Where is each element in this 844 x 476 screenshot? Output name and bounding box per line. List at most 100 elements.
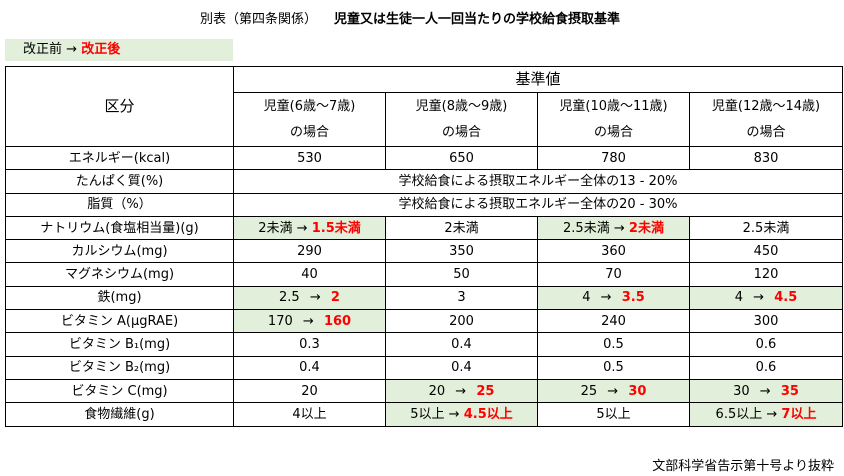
change-arrow: →	[600, 290, 612, 306]
cell-vitamin-c-3: 25 → 30	[537, 378, 690, 404]
cell-fat: 学校給食による摂取エネルギー全体の20 - 30%	[232, 192, 844, 217]
cell-calcium-4: 450	[688, 239, 844, 264]
cell-fiber-1: 4以上	[233, 402, 386, 427]
cell-energy-4: 830	[688, 145, 844, 171]
change-arrow: →	[455, 383, 467, 399]
old-value: 30	[733, 383, 750, 399]
table-row-fiber: 食物繊維(g) 4以上 5以上 → 4.5以上 5以上 6.5以上 → 7以上	[5, 402, 844, 427]
old-value: 5以上	[410, 406, 445, 422]
new-value: 7以上	[781, 406, 817, 422]
old-value: 20	[428, 383, 446, 399]
cell-vitamin-c-2: 20 → 25	[385, 378, 538, 404]
cell-magnesium-3: 70	[537, 262, 690, 287]
old-value: 2未満	[258, 220, 293, 236]
old-value: 4	[582, 290, 591, 306]
old-value: 2.5	[279, 290, 300, 306]
row-label-vitamin-a: ビタミン A(μgRAE)	[5, 309, 234, 334]
column-header-2-line2: の場合	[385, 119, 538, 147]
column-header-1-line2: の場合	[233, 119, 386, 147]
standards-table: 区分 基準値 児童(6歳〜7歳) 児童(8歳〜9歳) 児童(10歳〜11歳) 児…	[5, 66, 844, 427]
row-label-vitamin-c: ビタミン C(mg)	[5, 378, 234, 404]
table-row-sodium: ナトリウム(食塩相当量)(g) 2未満 → 1.5未満 2未満 2.5未満 → …	[5, 215, 844, 241]
cell-calcium-3: 360	[537, 239, 690, 264]
change-arrow: →	[302, 313, 314, 329]
row-label-magnesium: マグネシウム(mg)	[5, 262, 234, 287]
cell-energy-1: 530	[233, 145, 386, 171]
new-value: 2未満	[628, 220, 664, 236]
cell-magnesium-2: 50	[385, 262, 538, 287]
cell-vitamin-c-4: 30 → 35	[688, 378, 844, 404]
change-arrow: →	[766, 406, 778, 422]
new-value: 30	[628, 383, 647, 399]
cell-vitamin-b2-3: 0.5	[537, 355, 690, 380]
table-row-vitamin-b1: ビタミン B₁(mg) 0.3 0.4 0.5 0.6	[5, 332, 844, 357]
cell-sodium-3: 2.5未満 → 2未満	[537, 215, 690, 241]
cell-vitamin-a-1: 170 → 160	[233, 309, 386, 334]
cell-vitamin-a-4: 300	[688, 309, 844, 334]
cell-energy-3: 780	[537, 145, 690, 171]
new-value: 160	[323, 313, 352, 329]
change-arrow: →	[753, 290, 765, 306]
table-row-vitamin-c: ビタミン C(mg) 20 20 → 25 25 → 30 30 → 35	[5, 378, 844, 404]
old-value: 2.5未満	[563, 220, 610, 236]
legend-after: 改正後	[81, 42, 121, 57]
new-value: 35	[780, 383, 799, 399]
change-arrow: →	[759, 383, 771, 399]
cell-protein: 学校給食による摂取エネルギー全体の13 - 20%	[232, 169, 844, 194]
cell-vitamin-b2-2: 0.4	[385, 355, 538, 380]
cell-vitamin-b1-2: 0.4	[385, 332, 538, 357]
old-value: 170	[267, 313, 293, 329]
legend-arrow: →	[66, 42, 78, 57]
new-value: 4.5	[774, 290, 798, 306]
cell-vitamin-b2-4: 0.6	[688, 355, 844, 380]
cell-calcium-2: 350	[385, 239, 538, 264]
cell-iron-3: 4 → 3.5	[537, 285, 690, 311]
old-value: 25	[580, 383, 598, 399]
cell-vitamin-b1-4: 0.6	[688, 332, 844, 357]
change-arrow: →	[613, 220, 625, 236]
cell-vitamin-a-2: 200	[385, 309, 538, 334]
column-header-4-line2: の場合	[688, 119, 844, 147]
table-row-magnesium: マグネシウム(mg) 40 50 70 120	[5, 262, 844, 287]
cell-calcium-1: 290	[233, 239, 386, 264]
source-note: 文部科学省告示第十号より抜粋	[652, 459, 834, 474]
table-row-vitamin-a: ビタミン A(μgRAE) 170 → 160 200 240 300	[5, 309, 844, 334]
cell-vitamin-b1-3: 0.5	[537, 332, 690, 357]
cell-iron-2: 3	[385, 285, 538, 311]
cell-vitamin-b1-1: 0.3	[233, 332, 386, 357]
header-kubun: 区分	[5, 66, 234, 147]
change-arrow: →	[607, 383, 619, 399]
row-label-vitamin-b2: ビタミン B₂(mg)	[5, 355, 234, 380]
table-row-fat: 脂質（%） 学校給食による摂取エネルギー全体の20 - 30%	[5, 192, 844, 217]
row-label-fiber: 食物繊維(g)	[5, 402, 234, 427]
table-row-energy: エネルギー(kcal) 530 650 780 830	[5, 145, 844, 171]
table-row-vitamin-b2: ビタミン B₂(mg) 0.4 0.4 0.5 0.6	[5, 355, 844, 380]
column-header-4-line1: 児童(12歳〜14歳)	[688, 92, 844, 120]
cell-magnesium-4: 120	[688, 262, 844, 287]
legend: 改正前 → 改正後	[5, 39, 233, 61]
table-row-calcium: カルシウム(mg) 290 350 360 450	[5, 239, 844, 264]
header-kijun: 基準値	[232, 66, 844, 93]
row-label-energy: エネルギー(kcal)	[5, 145, 234, 171]
title-row: 別表（第四条関係） 児童又は生徒一人一回当たりの学校給食摂取基準	[0, 8, 844, 28]
row-label-vitamin-b1: ビタミン B₁(mg)	[5, 332, 234, 357]
cell-vitamin-b2-1: 0.4	[233, 355, 386, 380]
new-value: 25	[476, 383, 495, 399]
old-value: 6.5以上	[715, 406, 763, 422]
old-value: 4	[734, 290, 744, 306]
cell-vitamin-a-3: 240	[537, 309, 690, 334]
change-arrow: →	[448, 406, 460, 422]
cell-vitamin-c-1: 20	[233, 378, 386, 404]
column-header-3-line1: 児童(10歳〜11歳)	[537, 92, 690, 120]
new-value: 2	[330, 290, 340, 306]
cell-energy-2: 650	[385, 145, 538, 171]
row-label-fat: 脂質（%）	[5, 192, 234, 217]
cell-magnesium-1: 40	[233, 262, 386, 287]
change-arrow: →	[296, 220, 308, 236]
cell-iron-4: 4 → 4.5	[688, 285, 844, 311]
title-prefix: 別表（第四条関係）	[200, 12, 318, 27]
change-arrow: →	[309, 290, 321, 306]
table-row-protein: たんぱく質(%) 学校給食による摂取エネルギー全体の13 - 20%	[5, 169, 844, 194]
legend-before: 改正前	[23, 42, 63, 57]
row-label-iron: 鉄(mg)	[5, 285, 234, 311]
